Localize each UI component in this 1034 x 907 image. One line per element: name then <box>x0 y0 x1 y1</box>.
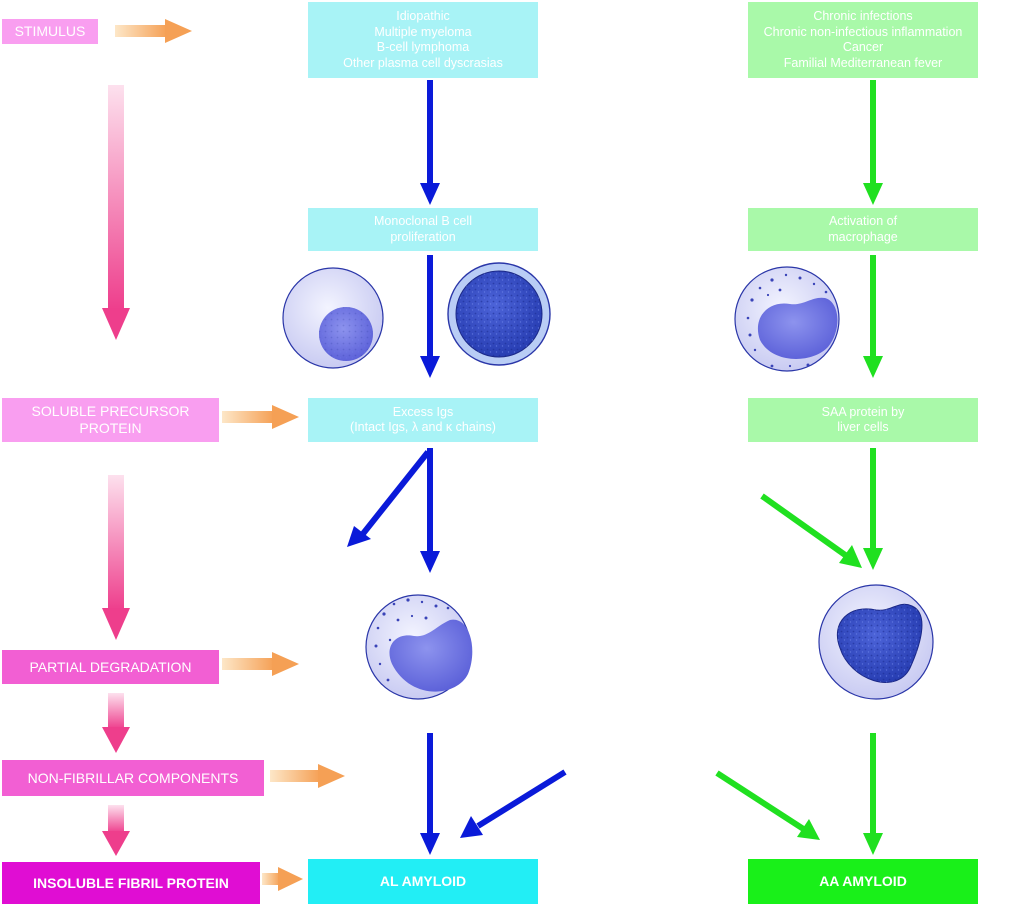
lymphocyte-icon <box>447 262 551 366</box>
pink-arrow-3 <box>102 693 130 753</box>
orange-arrow-soluble <box>222 405 299 429</box>
al-arrows <box>347 80 567 855</box>
al-precursor-box: Excess Igs (Intact Igs, λ and κ chains) <box>308 398 538 442</box>
stage-non-fibrillar: NON-FIBRILLAR COMPONENTS <box>2 760 264 796</box>
pink-arrow-2 <box>102 475 130 640</box>
orange-arrow-insoluble <box>262 867 303 891</box>
aa-precursor-box: SAA protein by liver cells <box>748 398 978 442</box>
orange-arrow-degradation <box>222 652 299 676</box>
pink-arrow-4 <box>102 805 130 856</box>
stage-stimulus: STIMULUS <box>2 19 98 44</box>
al-stimulus-box: Idiopathic Multiple myeloma B-cell lymph… <box>308 2 538 78</box>
aa-arrows <box>715 80 883 855</box>
pink-arrow-1 <box>102 85 130 340</box>
stage-partial-degradation: PARTIAL DEGRADATION <box>2 650 219 684</box>
aa-amyloid-box: AA AMYLOID <box>748 859 978 904</box>
orange-arrow-non-fibrillar <box>270 764 345 788</box>
al-proliferation-box: Monoclonal B cell proliferation <box>308 208 538 251</box>
aa-stimulus-box: Chronic infections Chronic non-infectiou… <box>748 2 978 78</box>
macrophage-icon <box>734 266 840 372</box>
monocyte-icon <box>365 594 473 700</box>
stage-soluble-precursor: SOLUBLE PRECURSOR PROTEIN <box>2 398 219 442</box>
aa-activation-box: Activation of macrophage <box>748 208 978 251</box>
plasma-cell-icon <box>282 267 384 369</box>
al-amyloid-box: AL AMYLOID <box>308 859 538 904</box>
stage-insoluble-fibril: INSOLUBLE FIBRIL PROTEIN <box>2 862 260 904</box>
activated-macrophage-icon <box>818 584 934 700</box>
orange-arrow-stimulus <box>115 19 192 43</box>
